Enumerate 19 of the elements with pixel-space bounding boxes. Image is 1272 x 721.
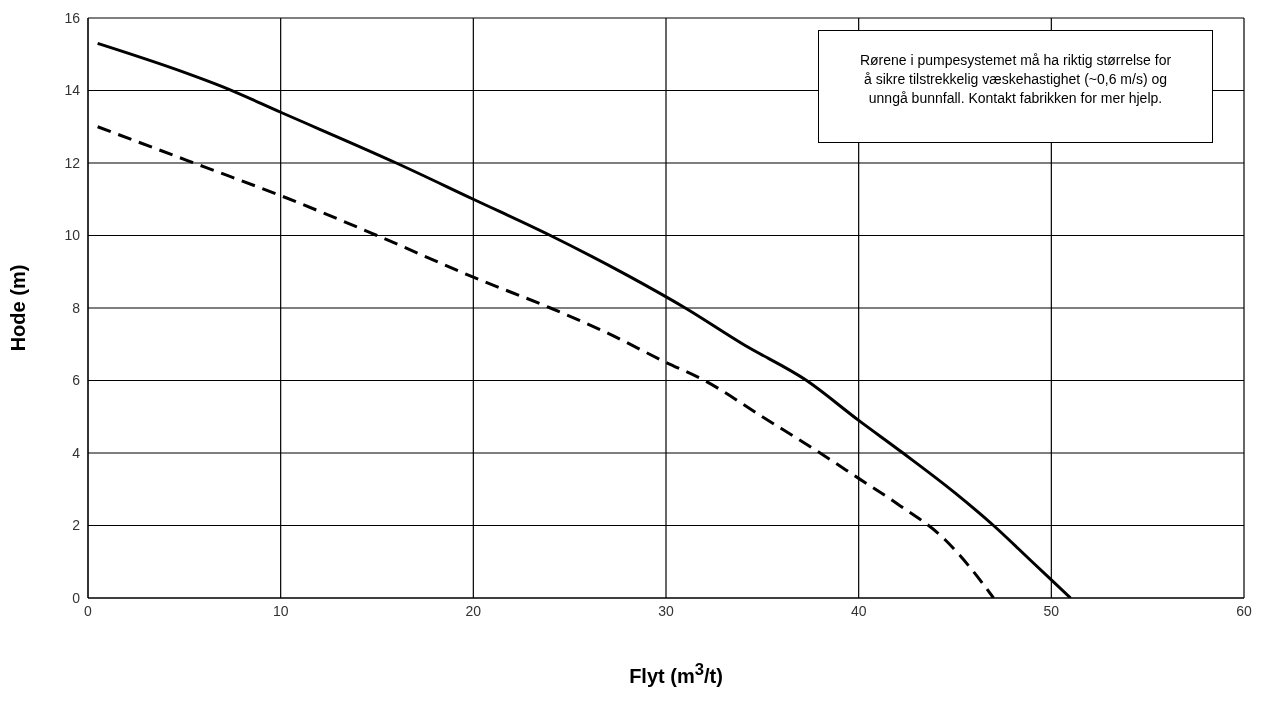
y-tick-label: 4 bbox=[72, 444, 81, 461]
y-tick-label: 2 bbox=[72, 517, 81, 534]
note-box: Rørene i pumpesystemet må ha riktig størrelse for å sikre tilstrekkelig væskehastighet (~0,6 m/s) og unngå bunnfall. Kontakt fabrikken for mer hjelp. bbox=[818, 30, 1213, 143]
x-tick-label: 40 bbox=[850, 602, 867, 619]
x-tick-label: 50 bbox=[1043, 602, 1060, 619]
y-tick-label: 8 bbox=[72, 299, 81, 316]
x-axis-title: Flyt (m$^{3}$/t) bbox=[628, 660, 724, 688]
y-tick-label: 14 bbox=[64, 82, 81, 99]
x-tick-label: 30 bbox=[658, 602, 674, 619]
y-tick-label: 0 bbox=[72, 589, 81, 606]
y-tick-label: 10 bbox=[64, 227, 81, 244]
x-tick-label: 10 bbox=[272, 602, 289, 619]
x-tick-label: 20 bbox=[465, 602, 482, 619]
y-tick-label: 6 bbox=[72, 372, 81, 389]
x-tick-label: 60 bbox=[1236, 602, 1252, 619]
x-tick-label: 0 bbox=[84, 602, 93, 619]
y-tick-label: 12 bbox=[64, 154, 81, 171]
y-axis-title: Hode (m) bbox=[7, 264, 30, 352]
y-tick-label: 16 bbox=[64, 9, 81, 26]
